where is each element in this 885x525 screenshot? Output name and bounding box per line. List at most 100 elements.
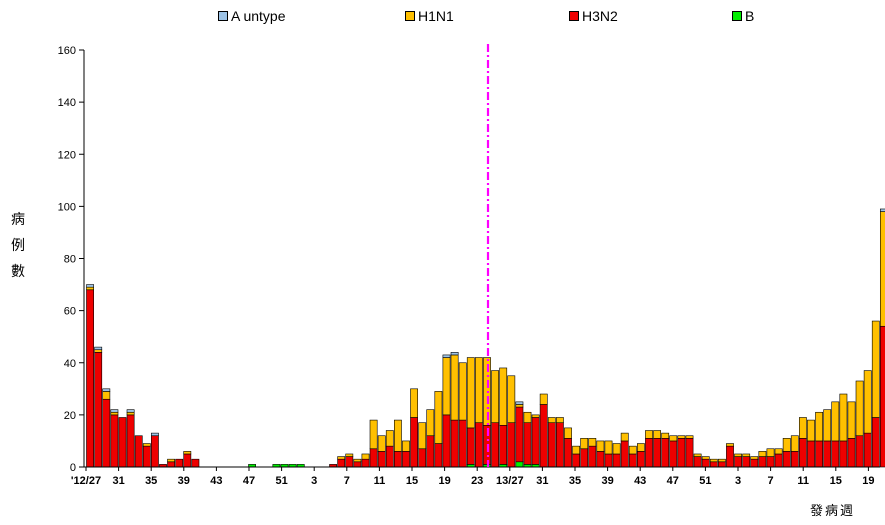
bar-h3n2-78: [717, 461, 726, 468]
bar-h1n1-91: [823, 409, 832, 442]
bar-h1n1-98: [879, 211, 885, 327]
legend-label-a-untype: A untype: [231, 8, 286, 24]
bar-h3n2-31: [337, 458, 346, 468]
bar-h3n2-61: [580, 448, 589, 468]
bar-h3n2-43: [434, 443, 443, 468]
bar-h3n2-85: [774, 453, 783, 468]
x-tick-label-14: 31: [536, 475, 548, 487]
bar-h3n2-59: [564, 438, 572, 468]
y-tick-label-40: 40: [64, 358, 76, 370]
bar-h1n1-53: [515, 404, 524, 408]
bar-a-untype-53: [515, 401, 524, 405]
bar-h1n1-69: [645, 430, 653, 439]
bar-h3n2-79: [726, 445, 734, 468]
legend-swatch-a-untype: [218, 11, 228, 21]
bar-h3n2-68: [636, 451, 645, 468]
bar-h3n2-84: [766, 456, 775, 468]
bar-h3n2-10: [167, 461, 175, 468]
bar-h1n1-47: [466, 357, 475, 429]
y-tick-label-100: 100: [58, 201, 76, 213]
bar-h1n1-68: [636, 443, 645, 452]
bar-h1n1-31: [337, 456, 346, 460]
y-tick-label-0: 0: [70, 462, 76, 474]
bar-h3n2-12: [183, 453, 192, 468]
x-tick-label-23: 15: [830, 475, 842, 487]
x-tick-label-9: 11: [374, 475, 386, 487]
bar-h1n1-70: [653, 430, 661, 439]
x-tick-label-19: 51: [699, 475, 711, 487]
bar-h1n1-54: [523, 411, 532, 423]
x-tick-label-2: 35: [145, 475, 157, 487]
bar-h3n2-97: [871, 417, 880, 468]
bar-h3n2-96: [863, 432, 872, 468]
x-tick-label-10: 15: [406, 475, 418, 487]
bar-h1n1-55: [531, 414, 540, 418]
bar-h1n1-3: [110, 411, 119, 416]
x-tick-label-22: 11: [797, 475, 809, 487]
bar-h3n2-91: [823, 440, 832, 468]
bar-h3n2-51: [499, 424, 508, 465]
bar-h3n2-44: [442, 414, 451, 468]
y-tick-label-160: 160: [58, 45, 76, 57]
x-tick-label-13: 13/27: [496, 475, 524, 487]
bar-h1n1-62: [588, 438, 597, 447]
bar-h1n1-5: [126, 411, 135, 416]
x-tick-label-3: 39: [178, 475, 190, 487]
bar-h3n2-39: [402, 451, 410, 468]
bar-h1n1-75: [693, 453, 702, 457]
bar-h3n2-64: [604, 453, 613, 468]
x-tick-label-20: 3: [735, 475, 741, 487]
bar-h1n1-41: [418, 422, 427, 450]
bar-h1n1-80: [734, 453, 742, 457]
bar-h3n2-7: [142, 445, 151, 468]
legend-item-b: B: [732, 8, 754, 24]
bar-h3n2-82: [750, 458, 759, 468]
bar-h1n1-73: [677, 435, 686, 439]
bar-h1n1-66: [620, 432, 629, 442]
x-tick-label-17: 43: [634, 475, 646, 487]
bar-h3n2-83: [758, 456, 767, 468]
x-tick-label-4: 43: [210, 475, 222, 487]
bar-a-untype-5: [126, 409, 135, 413]
y-tick-label-20: 20: [64, 410, 76, 422]
bar-h3n2-95: [855, 435, 864, 468]
bar-h3n2-57: [547, 422, 556, 468]
bar-h1n1-12: [183, 451, 192, 455]
x-tick-label-24: 19: [862, 475, 874, 487]
bar-h3n2-98: [879, 325, 885, 468]
bar-h3n2-67: [628, 453, 637, 468]
bar-h3n2-87: [790, 451, 799, 468]
x-tick-label-5: 47: [243, 475, 255, 487]
x-tick-label-7: 3: [311, 475, 317, 487]
x-tick-label-1: 31: [112, 475, 124, 487]
bar-h1n1-36: [377, 435, 386, 452]
bar-h1n1-67: [628, 445, 637, 455]
bar-h1n1-82: [750, 456, 759, 460]
bar-h1n1-88: [798, 417, 807, 439]
bar-h1n1-51: [499, 367, 508, 426]
legend-label-h1n1: H1N1: [418, 8, 454, 24]
bar-h3n2-2: [102, 398, 111, 468]
bar-h1n1-42: [426, 409, 435, 437]
bar-h3n2-89: [807, 440, 815, 468]
bar-h3n2-47: [466, 427, 475, 465]
bar-h1n1-93: [839, 393, 848, 442]
bar-h1n1-85: [774, 448, 783, 455]
bar-a-untype-0: [86, 284, 94, 288]
bar-h3n2-37: [385, 445, 394, 468]
x-tick-label-8: 7: [344, 475, 350, 487]
bar-h3n2-77: [709, 461, 718, 468]
y-tick-label-140: 140: [58, 97, 76, 109]
y-tick-label-80: 80: [64, 254, 76, 266]
bar-h1n1-76: [701, 456, 710, 460]
bar-h3n2-50: [491, 422, 499, 468]
bar-h3n2-55: [531, 417, 540, 465]
bar-h3n2-35: [369, 448, 378, 468]
bar-h1n1-52: [507, 375, 516, 423]
bar-h3n2-56: [539, 404, 548, 468]
y-tick-label-120: 120: [58, 149, 76, 161]
bar-h1n1-87: [790, 435, 799, 452]
bar-h1n1-34: [361, 453, 370, 460]
bar-h3n2-71: [661, 438, 670, 468]
y-tick-label-60: 60: [64, 306, 76, 318]
